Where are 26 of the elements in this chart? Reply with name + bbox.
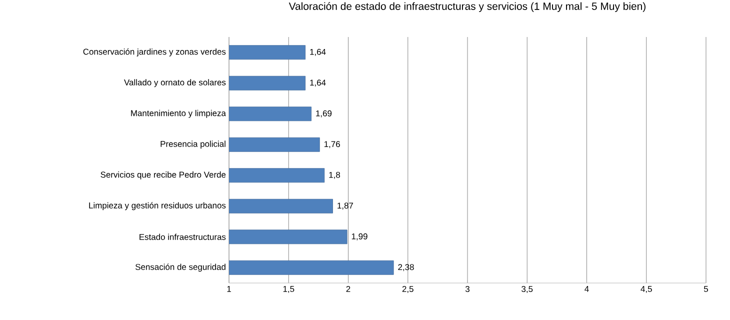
x-tick-label: 4 [584,286,589,292]
y-tick-label: Limpieza y gestión residuos urbanos [89,202,226,210]
y-tick-label: Servicios que recibe Pedro Verde [100,171,226,180]
x-tick-label: 2 [346,286,350,292]
y-tick-label: Conservación jardines y zonas verdes [83,48,226,56]
data-label: 1,76 [324,141,340,148]
x-tick-label: 3 [465,286,470,292]
y-tick-label: Vallado y ornato de solares [124,79,226,88]
y-tick-label: Presencia policial [160,140,226,149]
x-tick-label: 1 [227,286,231,292]
x-tick-label: 5 [704,286,708,292]
y-tick-label: Sensación de seguridad [136,264,226,272]
x-tick-label: 2,5 [402,286,414,294]
data-label: 1,8 [329,172,340,179]
data-label: 1,64 [310,48,326,56]
data-label: 1,99 [352,233,368,240]
x-tick-label: 4,5 [640,286,652,293]
x-tick-label: 1,5 [283,286,294,293]
data-label: 1,87 [338,202,353,210]
data-label: 1,64 [310,80,326,87]
chart-title: Valoración de estado de infraestructuras y servicios (1 Muy mal - 5 Muy bien) [288,2,646,12]
data-label: 2,38 [398,264,414,272]
x-tick-label: 3,5 [522,286,533,294]
y-tick-label: Estado infraestructuras [140,234,226,240]
y-tick-label: Mantenimiento y limpieza [131,110,226,118]
data-label: 1,69 [316,110,332,118]
